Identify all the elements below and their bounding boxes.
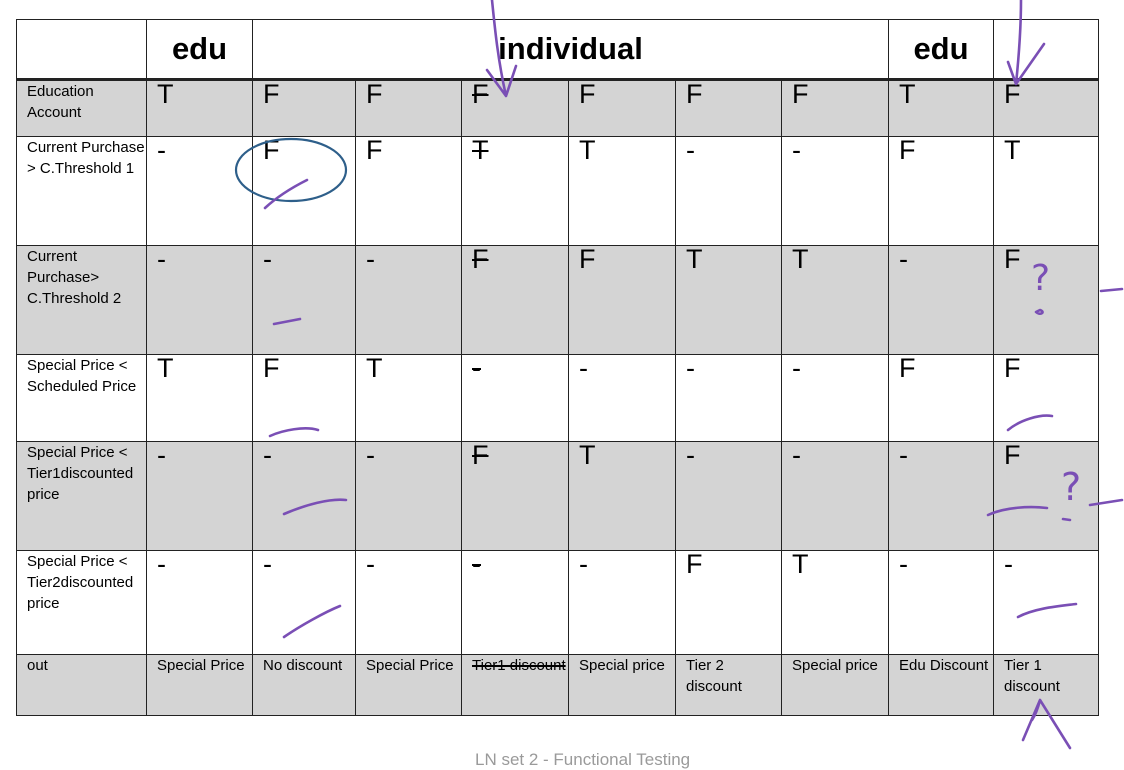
output-cell: Special price bbox=[568, 654, 676, 716]
table-cell: - bbox=[252, 245, 356, 355]
table-cell: F bbox=[461, 245, 569, 355]
table-cell: F bbox=[993, 441, 1099, 551]
table-cell: F bbox=[993, 245, 1099, 355]
table-cell: - bbox=[675, 136, 782, 246]
output-cell: Special Price bbox=[146, 654, 253, 716]
table-cell: - bbox=[146, 441, 253, 551]
table-row: Current Purchase > C.Threshold 1 - F F T… bbox=[16, 136, 1099, 246]
output-cell: Special price bbox=[781, 654, 889, 716]
decision-table: edu individual edu Education Account T F… bbox=[16, 19, 1099, 716]
header-edu-left: edu bbox=[146, 19, 253, 80]
output-cell: Tier 2 discount bbox=[675, 654, 782, 716]
output-cell: Tier 1 discount bbox=[993, 654, 1099, 716]
table-cell: T bbox=[461, 136, 569, 246]
table-cell: F bbox=[993, 354, 1099, 442]
row-label: Education Account bbox=[16, 79, 147, 137]
table-cell: F bbox=[993, 79, 1099, 137]
table-cell: T bbox=[355, 354, 462, 442]
header-edu-right: edu bbox=[888, 19, 994, 80]
row-label: Current Purchase> C.Threshold 2 bbox=[16, 245, 147, 355]
table-cell: F bbox=[568, 245, 676, 355]
table-cell: - bbox=[568, 550, 676, 655]
table-cell: - bbox=[888, 441, 994, 551]
table-cell: T bbox=[568, 136, 676, 246]
table-cell: - bbox=[252, 441, 356, 551]
table-cell: - bbox=[888, 550, 994, 655]
header-blank bbox=[993, 19, 1099, 80]
table-cell: - bbox=[355, 550, 462, 655]
row-label: Special Price < Scheduled Price bbox=[16, 354, 147, 442]
table-cell: F bbox=[568, 79, 676, 137]
table-cell: T bbox=[568, 441, 676, 551]
table-cell-highlighted: F bbox=[252, 136, 356, 246]
table-cell: T bbox=[993, 136, 1099, 246]
table-cell: F bbox=[252, 354, 356, 442]
table-cell: - bbox=[675, 441, 782, 551]
table-cell: T bbox=[675, 245, 782, 355]
table-row: Education Account T F F F F F F T F bbox=[16, 79, 1099, 137]
table-row: Special Price < Tier2discounted price - … bbox=[16, 550, 1099, 655]
table-cell: - bbox=[146, 136, 253, 246]
header-corner bbox=[16, 19, 147, 80]
table-cell: - bbox=[461, 354, 569, 442]
table-cell: F bbox=[675, 79, 782, 137]
table-cell: - bbox=[675, 354, 782, 442]
row-label: Current Purchase > C.Threshold 1 bbox=[16, 136, 147, 246]
header-row: edu individual edu bbox=[16, 19, 1099, 80]
table-cell: T bbox=[146, 79, 253, 137]
table-row: Special Price < Tier1discounted price - … bbox=[16, 441, 1099, 551]
table-cell: T bbox=[781, 245, 889, 355]
table-cell: - bbox=[146, 245, 253, 355]
output-cell: Tier1 discount bbox=[461, 654, 569, 716]
table-cell: - bbox=[355, 441, 462, 551]
table-cell: - bbox=[781, 354, 889, 442]
table-cell: - bbox=[461, 550, 569, 655]
table-cell: - bbox=[146, 550, 253, 655]
table-cell: F bbox=[252, 79, 356, 137]
table-cell: F bbox=[888, 354, 994, 442]
table-cell: - bbox=[355, 245, 462, 355]
table-cell: - bbox=[888, 245, 994, 355]
slide-footer: LN set 2 - Functional Testing bbox=[475, 750, 691, 769]
table-cell: T bbox=[888, 79, 994, 137]
table-cell: - bbox=[568, 354, 676, 442]
row-label: Special Price < Tier2discounted price bbox=[16, 550, 147, 655]
table-cell: T bbox=[146, 354, 253, 442]
table-cell: F bbox=[461, 441, 569, 551]
table-cell: - bbox=[781, 136, 889, 246]
output-cell: Edu Discount bbox=[888, 654, 994, 716]
output-row: out Special Price No discount Special Pr… bbox=[16, 654, 1099, 716]
table-cell: - bbox=[252, 550, 356, 655]
table-cell: - bbox=[993, 550, 1099, 655]
table-cell: F bbox=[355, 136, 462, 246]
table-row: Current Purchase> C.Threshold 2 - - - F … bbox=[16, 245, 1099, 355]
table-cell: - bbox=[781, 441, 889, 551]
tick-mark-icon bbox=[1099, 287, 1124, 293]
table-cell: F bbox=[675, 550, 782, 655]
row-label-out: out bbox=[16, 654, 147, 716]
output-cell: Special Price bbox=[355, 654, 462, 716]
table-cell: F bbox=[461, 79, 569, 137]
header-individual: individual bbox=[252, 19, 889, 80]
table-cell: F bbox=[888, 136, 994, 246]
output-cell: No discount bbox=[252, 654, 356, 716]
table-cell: F bbox=[781, 79, 889, 137]
table-cell: T bbox=[781, 550, 889, 655]
table-cell: F bbox=[355, 79, 462, 137]
table-row: Special Price < Scheduled Price T F T - … bbox=[16, 354, 1099, 442]
row-label: Special Price < Tier1discounted price bbox=[16, 441, 147, 551]
